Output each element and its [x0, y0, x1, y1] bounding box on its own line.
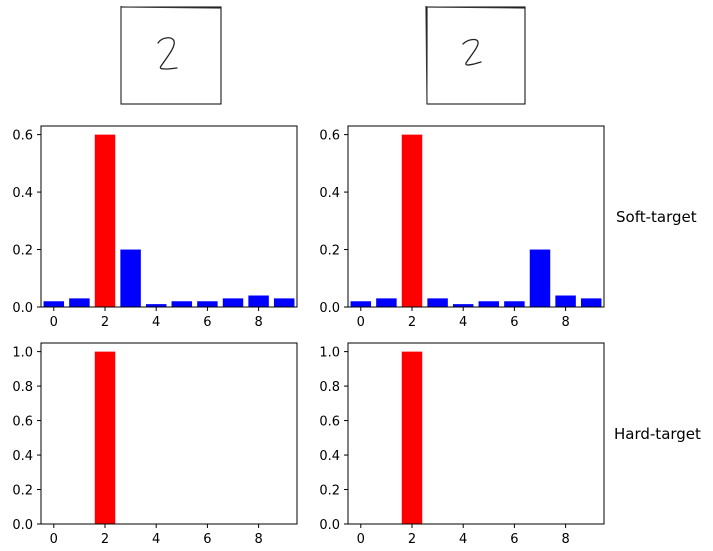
- x-tick-label: 6: [203, 315, 211, 330]
- digit-image-left: [120, 6, 222, 105]
- bar-2: [401, 351, 423, 524]
- digit-frame-stroke: [425, 5, 526, 105]
- x-tick-label: 4: [152, 532, 160, 547]
- y-tick-label: 0.8: [319, 380, 340, 395]
- y-tick-label: 0.6: [319, 415, 340, 430]
- bar-0: [43, 301, 65, 307]
- axes-frame: [40, 342, 298, 525]
- bar-5: [171, 301, 193, 307]
- x-tick-label: 8: [254, 532, 262, 547]
- x-tick-label: 0: [357, 315, 365, 330]
- bar-0: [350, 301, 372, 307]
- bar-3: [427, 298, 448, 307]
- bar-2: [94, 351, 116, 524]
- x-tick-label: 6: [510, 315, 518, 330]
- y-tick-label: 0.4: [319, 186, 340, 201]
- digit-image-frame: [426, 6, 526, 105]
- x-tick-label: 0: [357, 532, 365, 547]
- bar-1: [69, 298, 90, 307]
- x-tick-label: 2: [408, 532, 416, 547]
- y-tick-label: 0.0: [319, 301, 340, 316]
- bar-6: [504, 301, 525, 307]
- x-tick-label: 8: [561, 315, 569, 330]
- y-tick-label: 0.8: [12, 380, 33, 395]
- y-tick-label: 1.0: [12, 346, 33, 361]
- x-tick-label: 6: [203, 532, 211, 547]
- y-tick-label: 0.0: [12, 518, 33, 533]
- bar-5: [478, 301, 500, 307]
- digit-image-frame: [120, 6, 222, 105]
- axes-frame: [40, 125, 298, 308]
- bar-7: [529, 249, 551, 307]
- bar-1: [376, 298, 397, 307]
- soft-target-left-chart: 0 2 4 6 8 0.0 0.2 0.4 0.6: [12, 125, 298, 330]
- bar-7: [222, 298, 244, 307]
- x-tick-label: 4: [459, 532, 467, 547]
- bar-9: [273, 298, 295, 307]
- hard-target-right-chart: 0 2 4 6 8 0.0 0.2 0.4 0.6 0.8 1.0: [319, 342, 605, 547]
- bar-4: [452, 304, 474, 307]
- bar-6: [197, 301, 218, 307]
- x-tick-label: 6: [510, 532, 518, 547]
- y-tick-label: 0.4: [319, 449, 340, 464]
- bar-8: [555, 295, 576, 307]
- x-tick-label: 4: [459, 315, 467, 330]
- y-tick-label: 0.2: [319, 244, 340, 259]
- bar-2: [94, 134, 116, 307]
- x-tick-label: 0: [50, 532, 58, 547]
- y-tick-label: 0.2: [12, 484, 33, 499]
- x-tick-label: 8: [254, 315, 262, 330]
- x-tick-label: 8: [561, 532, 569, 547]
- y-tick-label: 0.6: [319, 129, 340, 144]
- y-tick-label: 0.0: [12, 301, 33, 316]
- digit-image-right: [425, 5, 526, 105]
- x-tick-label: 2: [408, 315, 416, 330]
- y-tick-label: 0.4: [12, 449, 33, 464]
- row-label-soft-target: Soft-target: [616, 208, 697, 226]
- axes-frame: [347, 125, 605, 308]
- bar-3: [120, 249, 141, 307]
- y-tick-label: 0.4: [12, 186, 33, 201]
- y-tick-label: 0.6: [12, 129, 33, 144]
- y-tick-label: 1.0: [319, 346, 340, 361]
- bar-8: [248, 295, 269, 307]
- y-tick-label: 0.2: [319, 484, 340, 499]
- x-tick-label: 2: [101, 532, 109, 547]
- bar-4: [145, 304, 167, 307]
- digit-2-stroke: [462, 38, 482, 66]
- hard-target-left-chart: 0 2 4 6 8 0.0 0.2 0.4 0.6 0.8 1.0: [12, 342, 298, 547]
- bar-9: [580, 298, 602, 307]
- y-tick-label: 0.6: [12, 415, 33, 430]
- x-tick-label: 4: [152, 315, 160, 330]
- soft-target-right-chart: 0 2 4 6 8 0.0 0.2 0.4 0.6: [319, 125, 605, 330]
- y-tick-label: 0.0: [319, 518, 340, 533]
- y-tick-label: 0.2: [12, 244, 33, 259]
- axes-frame: [347, 342, 605, 525]
- digit-frame-stroke: [120, 6, 222, 104]
- x-tick-label: 2: [101, 315, 109, 330]
- x-tick-label: 0: [50, 315, 58, 330]
- bar-2: [401, 134, 423, 307]
- digit-2-stroke: [157, 37, 178, 70]
- row-label-hard-target: Hard-target: [614, 425, 701, 443]
